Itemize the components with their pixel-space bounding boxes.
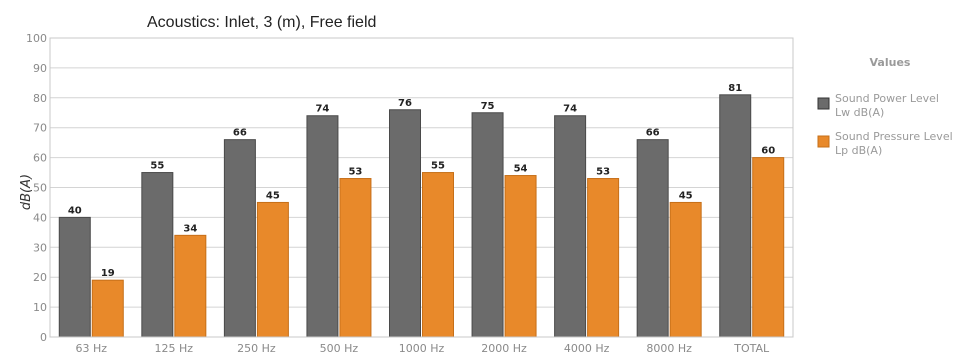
data-label: 74 bbox=[563, 104, 577, 115]
bar-sound-pressure bbox=[587, 178, 620, 338]
data-label: 53 bbox=[348, 167, 362, 178]
legend-swatch bbox=[817, 97, 830, 110]
data-label: 66 bbox=[646, 128, 660, 139]
x-tick-label: 2000 Hz bbox=[481, 342, 527, 355]
x-tick-label: TOTAL bbox=[733, 342, 770, 355]
data-label: 60 bbox=[761, 146, 775, 157]
plot-frame bbox=[49, 37, 794, 338]
bar-sound-power bbox=[636, 139, 669, 338]
x-tick-label: 63 Hz bbox=[76, 342, 108, 355]
y-tick-label: 30 bbox=[33, 241, 47, 254]
y-tick-label: 90 bbox=[33, 62, 47, 75]
data-label: 53 bbox=[596, 167, 610, 178]
bar-sound-power bbox=[389, 109, 421, 338]
bar-sound-pressure bbox=[256, 201, 289, 338]
bar-sound-pressure bbox=[752, 157, 785, 338]
legend-title: Values bbox=[870, 56, 911, 69]
y-tick-label: 0 bbox=[40, 331, 47, 344]
x-tick-label: 8000 Hz bbox=[646, 342, 692, 355]
data-label: 19 bbox=[101, 268, 115, 279]
y-tick-label: 10 bbox=[33, 301, 47, 314]
bar-sound-power bbox=[306, 115, 339, 338]
data-label: 55 bbox=[150, 161, 164, 172]
bar-sound-power bbox=[554, 115, 587, 338]
bar-sound-pressure bbox=[174, 234, 207, 338]
y-tick-label: 40 bbox=[33, 211, 47, 224]
bar-sound-power bbox=[58, 216, 91, 338]
bar-sound-pressure bbox=[91, 279, 124, 338]
x-axis-ticks: 63 Hz 125 Hz 250 Hz 500 Hz 1000 Hz 2000 Hz 400… bbox=[76, 342, 771, 355]
data-label: 74 bbox=[315, 104, 329, 115]
y-tick-label: 60 bbox=[33, 152, 47, 165]
legend-series-name: Sound Power Level bbox=[835, 92, 939, 105]
bar-sound-pressure bbox=[339, 178, 372, 338]
bar-sound-pressure bbox=[504, 175, 537, 338]
x-tick-label: 4000 Hz bbox=[564, 342, 610, 355]
y-tick-label: 100 bbox=[26, 32, 47, 45]
data-label: 76 bbox=[398, 98, 412, 109]
data-labels: 40 19 55 34 66 45 74 53 76 55 75 54 74 53 66 45 81 60 bbox=[68, 83, 775, 279]
y-tick-label: 50 bbox=[33, 182, 47, 195]
data-label: 34 bbox=[183, 223, 197, 234]
bar-sound-power bbox=[719, 94, 752, 338]
y-tick-label: 70 bbox=[33, 122, 47, 135]
data-label: 54 bbox=[514, 164, 528, 175]
y-tick-label: 20 bbox=[33, 271, 47, 284]
data-label: 55 bbox=[431, 161, 445, 172]
x-tick-label: 500 Hz bbox=[320, 342, 359, 355]
y-axis-label: dB(A) bbox=[19, 174, 34, 210]
data-label: 81 bbox=[728, 83, 742, 94]
data-label: 45 bbox=[266, 190, 280, 201]
x-tick-label: 125 Hz bbox=[155, 342, 194, 355]
chart-title: Acoustics: Inlet, 3 (m), Free field bbox=[147, 14, 376, 31]
legend-series-unit: Lw dB(A) bbox=[835, 106, 884, 119]
bar-sound-power bbox=[141, 172, 174, 338]
legend-swatch bbox=[817, 135, 830, 148]
y-axis-ticks: 0 10 20 30 40 50 60 70 80 90 100 bbox=[26, 32, 47, 344]
bar-sound-power bbox=[471, 112, 504, 338]
y-tick-label: 80 bbox=[33, 92, 47, 105]
x-tick-label: 250 Hz bbox=[237, 342, 276, 355]
data-label: 66 bbox=[233, 128, 247, 139]
bar-marks bbox=[58, 94, 785, 338]
data-label: 40 bbox=[68, 205, 82, 216]
data-label: 75 bbox=[481, 101, 495, 112]
data-label: 45 bbox=[679, 190, 693, 201]
bar-sound-power bbox=[223, 139, 256, 338]
bar-sound-pressure bbox=[669, 201, 702, 338]
legend-series-name: Sound Pressure Level bbox=[835, 130, 953, 143]
bar-sound-pressure bbox=[422, 172, 454, 338]
x-tick-label: 1000 Hz bbox=[399, 342, 445, 355]
legend-series-unit: Lp dB(A) bbox=[835, 144, 882, 157]
